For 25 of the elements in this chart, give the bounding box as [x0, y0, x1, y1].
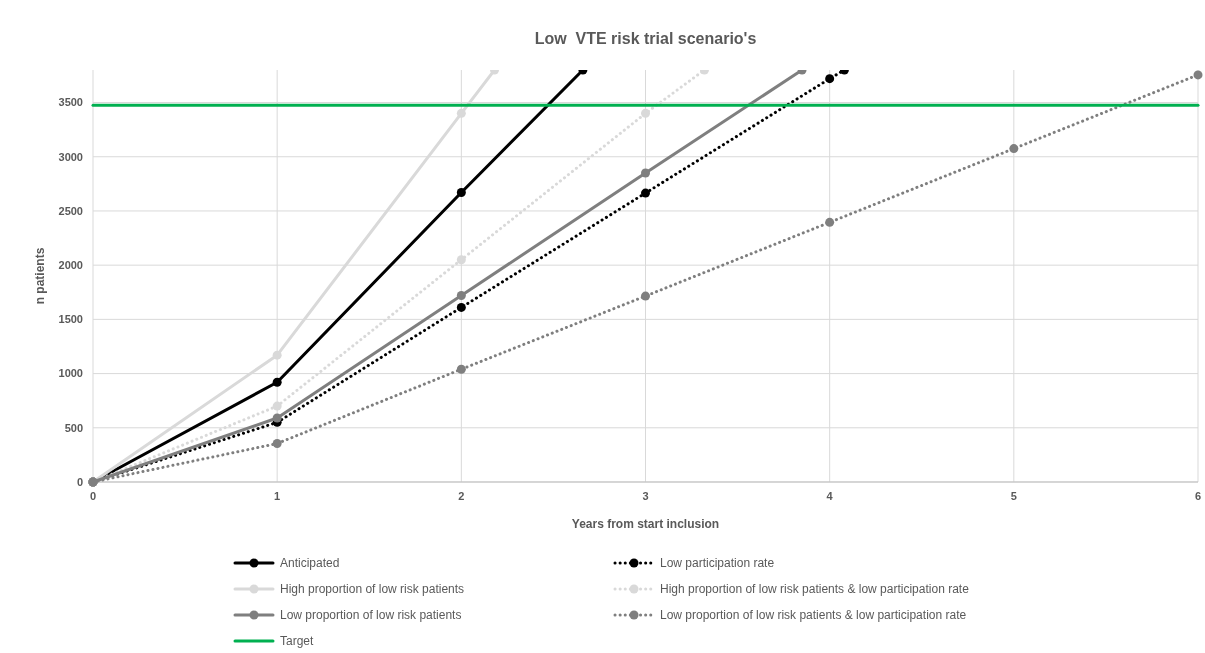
legend-label: Low proportion of low risk patients: [280, 608, 462, 623]
legend-label: Target: [280, 634, 315, 649]
legend-label: High proportion of low risk patients & low participation rate: [660, 582, 970, 597]
legend-label: High proportion of low risk patients: [280, 582, 465, 597]
y-tick-label: 1500: [58, 313, 83, 326]
x-tick-label: 5: [1010, 490, 1017, 502]
y-tick-label: 500: [64, 421, 83, 434]
x-tick-label: 6: [1194, 490, 1202, 502]
y-tick-label: 2000: [58, 259, 83, 272]
x-tick-label: 3: [642, 490, 649, 502]
y-tick-label: 3500: [58, 96, 83, 109]
y-tick-label: 0: [76, 475, 83, 488]
x-tick-label: 2: [458, 490, 465, 502]
legend-label: Anticipated: [280, 556, 340, 571]
y-tick-label: 2500: [58, 204, 83, 217]
legend-label: Low participation rate: [660, 556, 775, 571]
y-tick-label: 1000: [58, 367, 83, 380]
y-tick-label: 3000: [58, 150, 83, 163]
y-axis-title: n patients: [33, 247, 47, 305]
x-tick-label: 0: [89, 490, 97, 502]
chart-title: Low VTE risk trial scenario's: [534, 30, 757, 47]
x-tick-label: 4: [826, 490, 834, 502]
x-tick-label: 1: [274, 490, 281, 502]
x-axis-title: Years from start inclusion: [571, 517, 720, 531]
legend-label: Low proportion of low risk patients & low participation rate: [660, 608, 967, 623]
